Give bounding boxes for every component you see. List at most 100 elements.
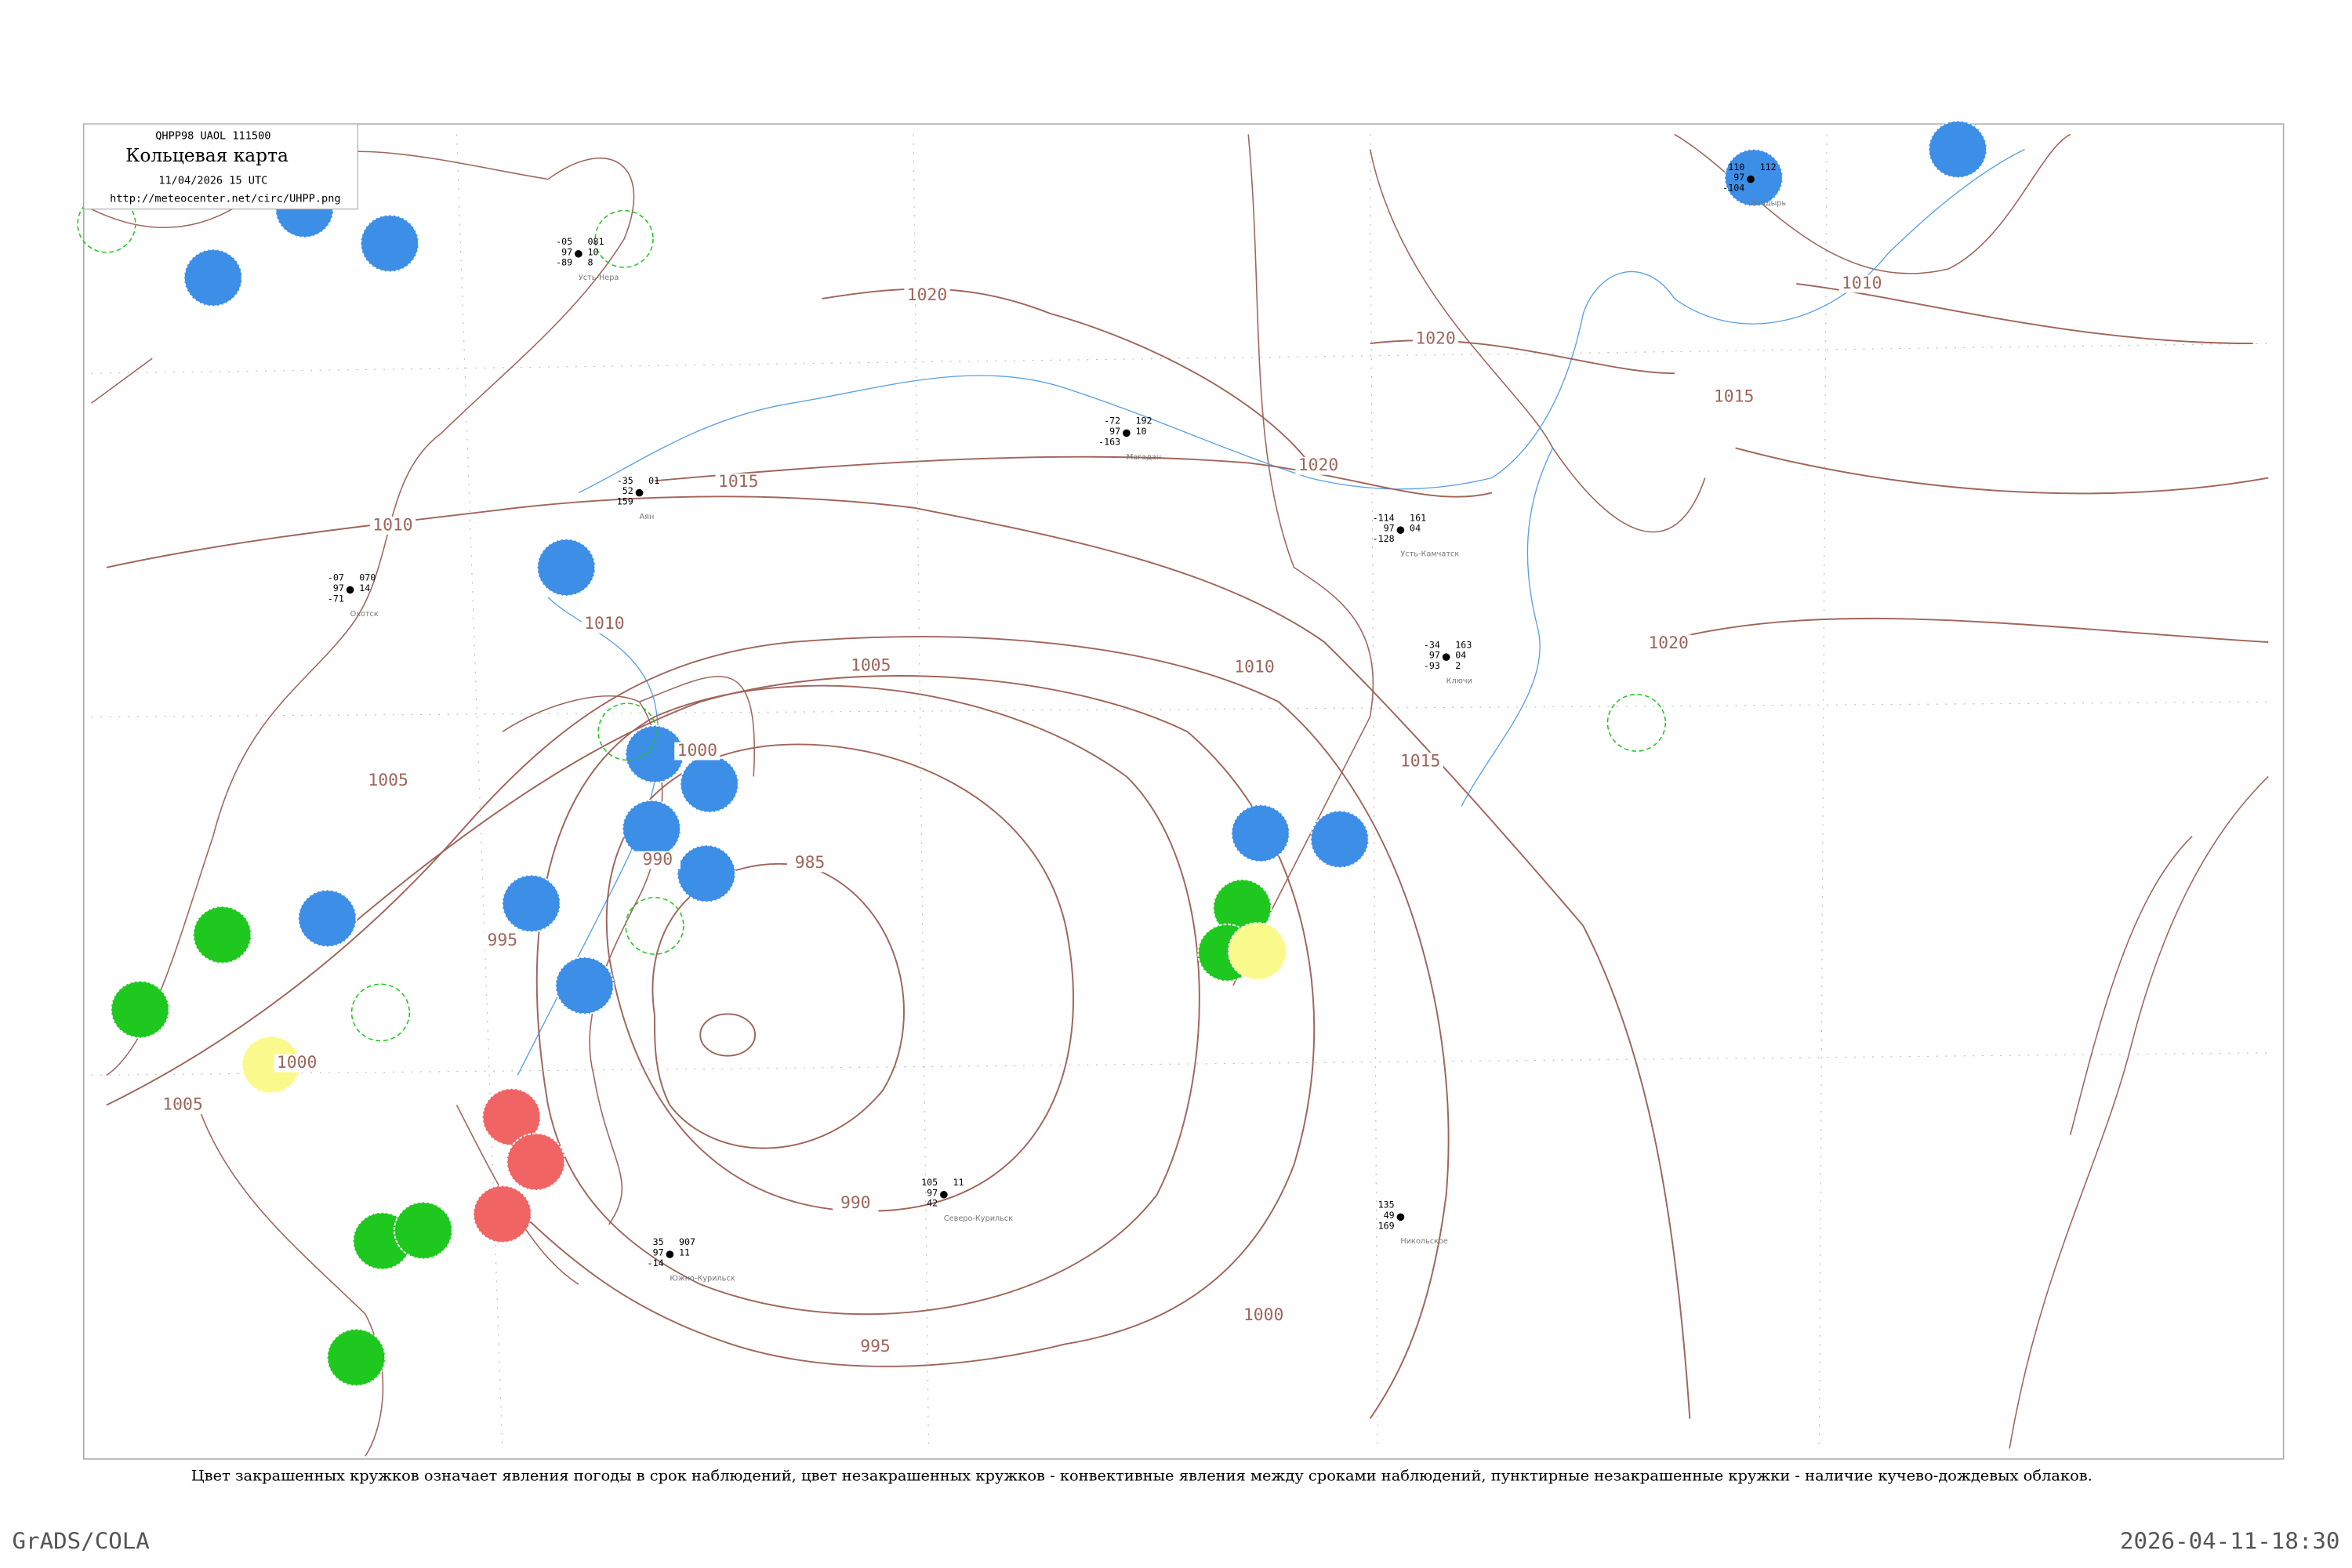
station-name: Северо-Курильск: [944, 1214, 1013, 1223]
header-date: 11/04/2026 15 UTC: [158, 176, 267, 187]
station-value: 159: [617, 496, 633, 507]
isobar-label: 1010: [1842, 273, 1882, 292]
station-dot: [1396, 1213, 1405, 1221]
isobar-label: 1020: [1298, 455, 1338, 474]
convective-circle: [594, 209, 654, 268]
weather-circle: [192, 906, 252, 964]
station-name: Усть-Нера: [579, 274, 619, 282]
isobar-label: 1005: [851, 655, 891, 675]
isobar-label: 995: [488, 930, 518, 949]
caption: Цвет закрашенных кружков означает явлени…: [191, 1467, 2092, 1485]
weather-circle: [506, 1132, 566, 1192]
isobar-label-bg: [365, 771, 412, 790]
station-dot: [940, 1191, 948, 1199]
isobar-label-bg: [479, 931, 525, 950]
header-title: Кольцевая карта: [125, 146, 289, 166]
isobar-label: 1015: [1714, 387, 1754, 406]
station-value: 01: [648, 475, 659, 486]
weather-circle: [393, 1201, 453, 1260]
weather-circle: [622, 800, 681, 858]
station-value: 04: [1455, 650, 1466, 661]
station-name: Аян: [640, 513, 655, 521]
isobar-label-bg: [1838, 274, 1885, 293]
weather-circle: [1928, 120, 1987, 179]
isobar-label-bg: [1295, 456, 1341, 475]
station-value: 49: [1384, 1210, 1395, 1221]
station-value: -14: [648, 1258, 664, 1269]
weather-circle: [360, 214, 419, 273]
convective-circle: [1606, 693, 1667, 752]
station-dot: [1396, 526, 1405, 534]
isobar-label-bg: [715, 473, 761, 492]
isobar-label-bg: [848, 657, 894, 675]
station-value: -34: [1424, 639, 1440, 650]
weather-circle: [1212, 878, 1272, 938]
station-value: 135: [1378, 1200, 1395, 1210]
isobar-label: 1015: [1400, 751, 1440, 771]
weather-circle: [297, 889, 358, 948]
isobar-label-bg: [274, 1054, 320, 1073]
isobar-label-bg: [1240, 1306, 1287, 1325]
header-url: http://meteocenter.net/circ/UHPP.png: [110, 193, 340, 205]
isobar-label-bg: [786, 854, 833, 873]
station-dot: [346, 586, 354, 594]
isobar-label-bg: [1646, 634, 1692, 653]
convective-circle: [77, 194, 136, 253]
station-value: -128: [1373, 533, 1395, 544]
station-value: 97: [927, 1187, 938, 1198]
station-value: 14: [359, 583, 370, 593]
weather-circle: [677, 844, 736, 903]
station-value: 2: [1455, 660, 1461, 671]
station-name: Никольское: [1400, 1237, 1447, 1246]
station-value: 97: [1109, 426, 1120, 437]
weather-circle: [501, 874, 561, 933]
station-value: 97: [333, 583, 344, 593]
convective-circle: [350, 983, 411, 1042]
isobar-label-bg: [1412, 329, 1459, 348]
isobar-label-bg: [1397, 753, 1443, 771]
station-value: 97: [561, 246, 572, 257]
header-code: QHPP98 UAOL 111500: [155, 130, 270, 142]
isobar-label: 1015: [718, 471, 758, 491]
isobar-label-bg: [852, 1338, 898, 1356]
station-value: 52: [622, 485, 633, 496]
weather-circle: [536, 538, 597, 597]
isobar-label-bg: [581, 615, 627, 633]
isobar-label-bg: [634, 851, 681, 869]
station-value: -71: [328, 593, 344, 604]
station-value: 04: [1410, 523, 1421, 534]
isobar-label: 1000: [277, 1052, 317, 1072]
isobar-label: 985: [795, 852, 826, 872]
timestamp: 2026-04-11-18:30: [2120, 1528, 2340, 1555]
weather-circle: [554, 956, 615, 1015]
station-value: 97: [653, 1247, 664, 1258]
station-value: 97: [1733, 172, 1744, 183]
station-value: 97: [1429, 650, 1440, 661]
weather-circle: [110, 980, 170, 1039]
isobar-label: 995: [860, 1336, 891, 1356]
station-value: 161: [1410, 513, 1426, 524]
station-value: -163: [1098, 436, 1120, 447]
weather-circle: [679, 754, 739, 814]
convective-circle: [625, 897, 684, 955]
convective-circle: [597, 702, 657, 761]
station-name: Усть-Камчатск: [1400, 550, 1459, 559]
isobar-label: 1020: [1648, 633, 1688, 652]
station-value: 11: [953, 1177, 964, 1188]
station-value: 163: [1455, 639, 1472, 650]
weather-circle: [183, 249, 243, 307]
station-dot: [1123, 429, 1131, 437]
isobar-label-bg: [833, 1194, 879, 1213]
isobar-label-bg: [1711, 388, 1757, 407]
station-value: 112: [1760, 162, 1777, 172]
station-dot: [635, 488, 644, 497]
station-value: -89: [556, 257, 572, 268]
station-value: 192: [1136, 416, 1152, 426]
isobar-label-bg: [159, 1096, 206, 1114]
stations: -0597-89081108Усть-Нера-11497-12816104Ус…: [328, 162, 1787, 1283]
station-dot: [1747, 175, 1755, 183]
weather-circle: [472, 1185, 532, 1243]
isobar-label-bg: [904, 286, 950, 305]
